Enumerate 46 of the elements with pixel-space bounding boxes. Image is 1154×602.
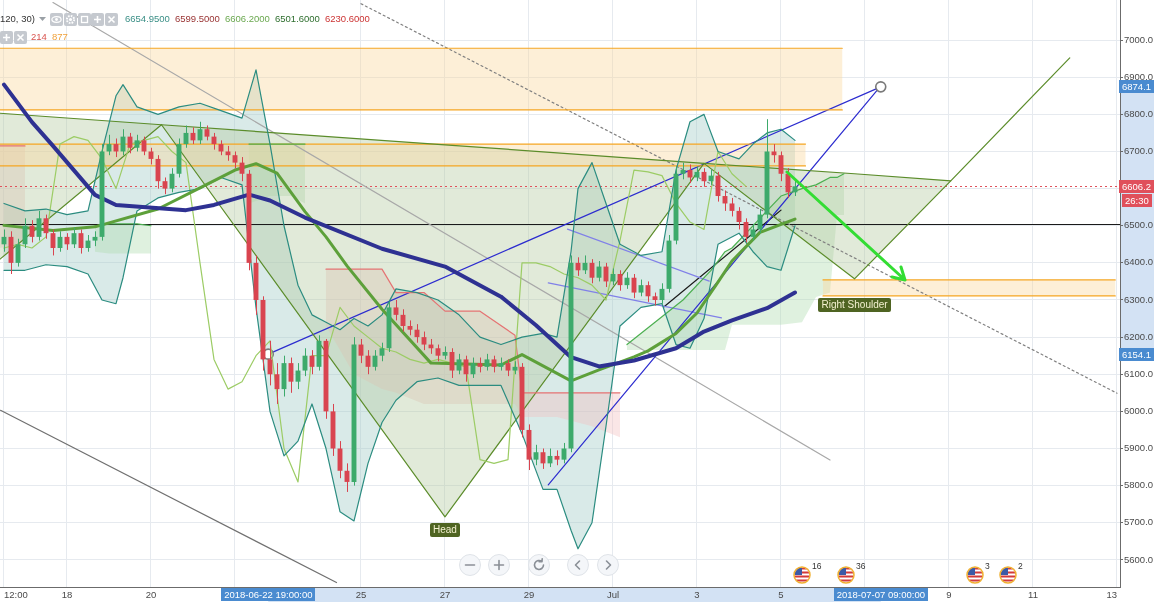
y-tick-label: 6400.0 — [1124, 256, 1154, 268]
y-tick-label: 6300.0 — [1124, 293, 1154, 305]
y-tick-label: 6800.0 — [1124, 107, 1154, 119]
x-tick-label: 25 — [355, 589, 367, 601]
text: 26:30 — [1122, 193, 1152, 207]
annotation: 120, 30) — [0, 13, 35, 25]
y-tick-label: 5900.0 — [1124, 442, 1154, 454]
annotation: 2 — [1018, 560, 1023, 572]
annotation: 3 — [985, 560, 990, 572]
x-tick-label: 20 — [145, 589, 157, 601]
annotation: 6154.1 — [1119, 347, 1154, 361]
annotation: 6874.1 — [1119, 80, 1154, 94]
annotation: 214 — [31, 31, 47, 43]
ref-line-label: 6606.2 — [1119, 179, 1154, 193]
x-tick-label: Jul — [606, 589, 620, 601]
x-tick-label: 29 — [523, 589, 535, 601]
annotation: Head — [429, 522, 460, 537]
text: 2018-07-07 09:00:00 — [833, 588, 928, 601]
y-tick-label: 6100.0 — [1124, 367, 1154, 379]
x-tick-label: 12:00 — [4, 589, 28, 601]
y-tick-label: 5800.0 — [1124, 479, 1154, 491]
y-tick-label: 6500.0 — [1124, 219, 1154, 231]
annotation: 36 — [856, 560, 866, 572]
x-tick-label: 9 — [946, 589, 952, 601]
y-tick-label: 5600.0 — [1124, 553, 1154, 565]
annotation: 16 — [812, 560, 822, 572]
x-tick-label: 5 — [778, 589, 784, 601]
annotation: 6599.5000 — [175, 13, 220, 25]
y-tick-label: 6700.0 — [1124, 145, 1154, 157]
y-tick-label: 7000.0 — [1124, 33, 1154, 45]
y-tick-label: 6200.0 — [1124, 330, 1154, 342]
y-tick-label: 6000.0 — [1124, 405, 1154, 417]
y-tick-label: 6900.0 — [1124, 70, 1154, 82]
annotation: 877 — [52, 31, 68, 43]
text: 2018-06-22 19:00:00 — [221, 588, 316, 601]
x-tick-label: 13 — [1106, 589, 1117, 601]
y-tick-label: 5700.0 — [1124, 516, 1154, 528]
x-tick-label: 27 — [439, 589, 451, 601]
x-tick-label: 11 — [1028, 589, 1038, 601]
annotation: 6606.2000 — [225, 13, 270, 25]
x-tick-label: 3 — [694, 589, 700, 601]
annotation: 6654.9500 — [125, 13, 170, 25]
annotation: 6501.6000 — [275, 13, 320, 25]
annotation: 6230.6000 — [325, 13, 370, 25]
x-tick-label: 18 — [61, 589, 73, 601]
annotation: Right Shoulder — [818, 297, 891, 312]
